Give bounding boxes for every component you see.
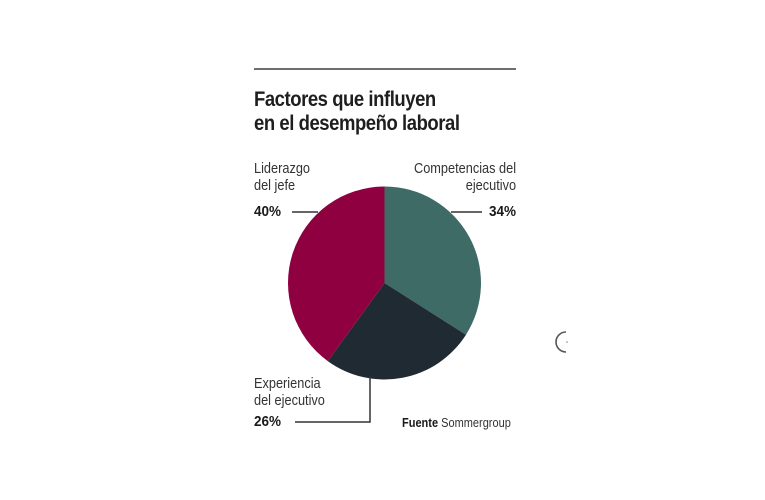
top-rule bbox=[254, 68, 516, 70]
pct-experiencia: 26% bbox=[254, 413, 282, 430]
title-line-2: en el desempeño laboral bbox=[254, 112, 460, 135]
label-liderazgo-line2: del jefe bbox=[254, 177, 296, 194]
pct-liderazgo: 40% bbox=[254, 203, 282, 220]
slice-competencias bbox=[384, 186, 481, 335]
label-competencias-line2: ejecutivo bbox=[465, 177, 516, 194]
label-experiencia: Experiencia del ejecutivo bbox=[254, 375, 325, 409]
chart-title: Factores que influyen en el desempeño la… bbox=[254, 88, 460, 136]
source-name: Sommergroup bbox=[441, 416, 511, 430]
label-liderazgo-line1: Liderazgo bbox=[254, 160, 311, 177]
partial-circle-arrow-icon[interactable] bbox=[552, 330, 576, 354]
leader-experiencia bbox=[295, 376, 371, 423]
source-note: Fuente Sommergroup bbox=[402, 416, 511, 430]
label-experiencia-line2: del ejecutivo bbox=[254, 392, 325, 409]
title-line-1: Factores que influyen bbox=[254, 88, 436, 111]
label-experiencia-line1: Experiencia bbox=[254, 375, 321, 392]
label-liderazgo: Liderazgo del jefe bbox=[254, 160, 310, 194]
label-competencias-line1: Competencias del bbox=[413, 160, 516, 177]
source-label: Fuente bbox=[402, 416, 439, 430]
pct-competencias: 34% bbox=[488, 203, 516, 220]
label-competencias: Competencias del ejecutivo bbox=[414, 160, 516, 194]
slice-liderazgo bbox=[288, 186, 385, 362]
slice-experiencia bbox=[327, 283, 466, 380]
